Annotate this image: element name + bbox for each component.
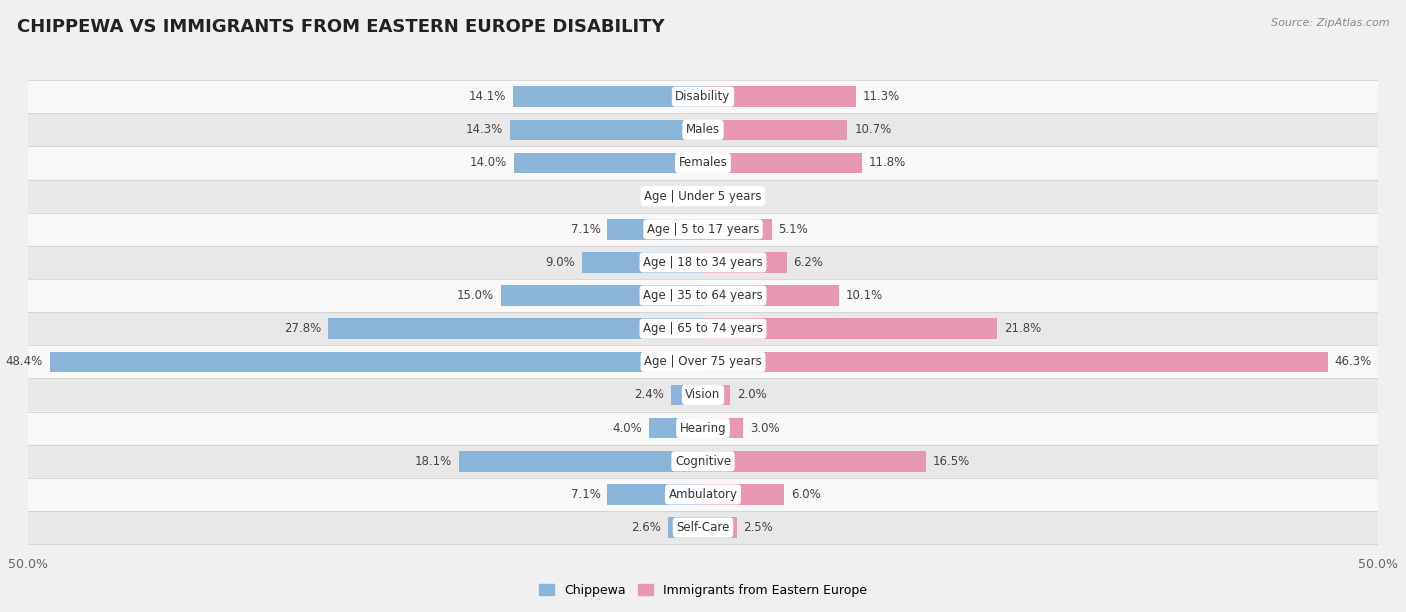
Legend: Chippewa, Immigrants from Eastern Europe: Chippewa, Immigrants from Eastern Europe (534, 579, 872, 602)
FancyBboxPatch shape (28, 445, 1378, 478)
Bar (703, 517, 737, 538)
Text: 1.2%: 1.2% (725, 190, 756, 203)
Bar (607, 484, 703, 505)
Text: Self-Care: Self-Care (676, 521, 730, 534)
Text: 14.0%: 14.0% (470, 157, 508, 170)
Text: Hearing: Hearing (679, 422, 727, 435)
FancyBboxPatch shape (28, 378, 1378, 411)
Text: Age | 5 to 17 years: Age | 5 to 17 years (647, 223, 759, 236)
Bar (582, 252, 703, 273)
Text: 27.8%: 27.8% (284, 322, 321, 335)
Bar (703, 351, 1327, 372)
Bar (501, 285, 703, 306)
Bar (668, 517, 703, 538)
Text: 9.0%: 9.0% (546, 256, 575, 269)
Text: 11.3%: 11.3% (862, 90, 900, 103)
Bar (703, 285, 839, 306)
Bar (703, 152, 862, 173)
Text: CHIPPEWA VS IMMIGRANTS FROM EASTERN EUROPE DISABILITY: CHIPPEWA VS IMMIGRANTS FROM EASTERN EURO… (17, 18, 665, 36)
FancyBboxPatch shape (28, 478, 1378, 511)
Text: 6.2%: 6.2% (793, 256, 824, 269)
FancyBboxPatch shape (28, 279, 1378, 312)
Text: Ambulatory: Ambulatory (668, 488, 738, 501)
Text: 2.6%: 2.6% (631, 521, 661, 534)
FancyBboxPatch shape (28, 212, 1378, 246)
Bar (513, 86, 703, 107)
Text: Age | Over 75 years: Age | Over 75 years (644, 356, 762, 368)
Text: 18.1%: 18.1% (415, 455, 451, 468)
Text: 2.0%: 2.0% (737, 389, 766, 401)
Text: 16.5%: 16.5% (932, 455, 970, 468)
Text: Source: ZipAtlas.com: Source: ZipAtlas.com (1271, 18, 1389, 28)
Text: 5.1%: 5.1% (779, 223, 808, 236)
Text: Males: Males (686, 123, 720, 136)
Text: Age | 35 to 64 years: Age | 35 to 64 years (643, 289, 763, 302)
Text: 7.1%: 7.1% (571, 488, 600, 501)
Text: 7.1%: 7.1% (571, 223, 600, 236)
FancyBboxPatch shape (28, 345, 1378, 378)
Bar (703, 418, 744, 438)
Bar (703, 186, 720, 206)
Bar (703, 484, 785, 505)
Bar (703, 252, 787, 273)
FancyBboxPatch shape (28, 511, 1378, 544)
FancyBboxPatch shape (28, 113, 1378, 146)
Bar (703, 119, 848, 140)
FancyBboxPatch shape (28, 246, 1378, 279)
Bar (49, 351, 703, 372)
Text: Females: Females (679, 157, 727, 170)
Text: 10.7%: 10.7% (855, 123, 891, 136)
Text: 48.4%: 48.4% (6, 356, 44, 368)
Bar (510, 119, 703, 140)
Bar (650, 418, 703, 438)
Text: 11.8%: 11.8% (869, 157, 907, 170)
Bar (678, 186, 703, 206)
FancyBboxPatch shape (28, 411, 1378, 445)
Text: Disability: Disability (675, 90, 731, 103)
Text: 21.8%: 21.8% (1004, 322, 1042, 335)
Bar (703, 86, 855, 107)
Text: 1.9%: 1.9% (641, 190, 671, 203)
Text: 2.4%: 2.4% (634, 389, 664, 401)
Bar (703, 451, 925, 472)
Text: 4.0%: 4.0% (613, 422, 643, 435)
Text: 14.1%: 14.1% (468, 90, 506, 103)
Text: 10.1%: 10.1% (846, 289, 883, 302)
Bar (671, 385, 703, 405)
Bar (703, 318, 997, 339)
FancyBboxPatch shape (28, 312, 1378, 345)
FancyBboxPatch shape (28, 146, 1378, 179)
Text: Vision: Vision (685, 389, 721, 401)
FancyBboxPatch shape (28, 80, 1378, 113)
Text: 46.3%: 46.3% (1334, 356, 1372, 368)
Text: 3.0%: 3.0% (751, 422, 780, 435)
Text: 15.0%: 15.0% (457, 289, 494, 302)
Text: 2.5%: 2.5% (744, 521, 773, 534)
Text: 14.3%: 14.3% (465, 123, 503, 136)
Text: Age | Under 5 years: Age | Under 5 years (644, 190, 762, 203)
Bar (515, 152, 703, 173)
Bar (703, 385, 730, 405)
Text: Age | 18 to 34 years: Age | 18 to 34 years (643, 256, 763, 269)
Text: Age | 65 to 74 years: Age | 65 to 74 years (643, 322, 763, 335)
Bar (607, 219, 703, 239)
Text: Cognitive: Cognitive (675, 455, 731, 468)
FancyBboxPatch shape (28, 179, 1378, 212)
Text: 6.0%: 6.0% (790, 488, 821, 501)
Bar (328, 318, 703, 339)
Bar (703, 219, 772, 239)
Bar (458, 451, 703, 472)
